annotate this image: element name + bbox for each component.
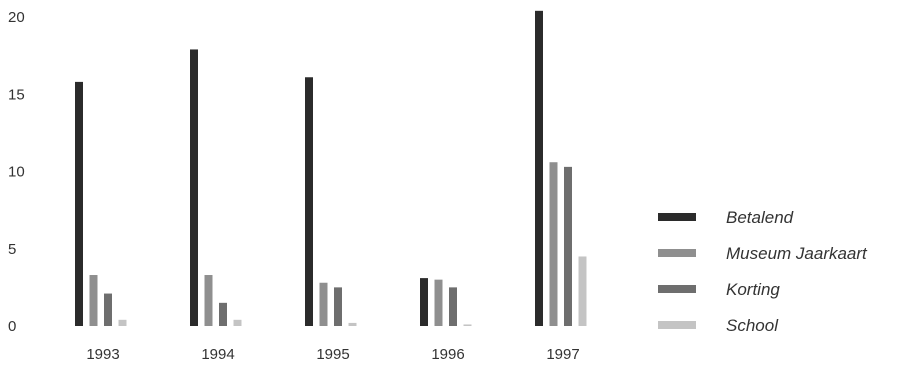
legend: Betalend Museum Jaarkaart Korting School — [658, 208, 868, 335]
y-tick-label-20: 20 — [8, 9, 25, 26]
y-tick-label-15: 15 — [8, 86, 25, 103]
legend-swatch-betalend — [658, 213, 696, 221]
legend-swatch-museum-jaarkaart — [658, 249, 696, 257]
x-tick-label-1996: 1996 — [431, 346, 464, 363]
bar-betalend-1993 — [75, 81, 83, 326]
bar-museum-jaarkaart-1993 — [89, 275, 98, 326]
bar-museum-jaarkaart-1995 — [319, 282, 328, 326]
legend-label-betalend: Betalend — [726, 208, 794, 227]
bar-betalend-1994 — [190, 49, 198, 326]
x-tick-label-1994: 1994 — [201, 346, 234, 363]
bar-korting-1994 — [219, 302, 227, 326]
bar-korting-1996 — [449, 287, 457, 326]
legend-label-korting: Korting — [726, 280, 780, 299]
bar-korting-1997 — [564, 166, 572, 326]
x-tick-label-1993: 1993 — [86, 346, 119, 363]
bar-museum-jaarkaart-1994 — [204, 275, 213, 326]
bar-school-1995 — [348, 322, 357, 326]
y-tick-label-5: 5 — [8, 241, 16, 258]
bar-school-1993 — [118, 319, 127, 326]
bars — [75, 10, 587, 326]
x-axis: 1993 1994 1995 1996 1997 — [86, 346, 579, 363]
legend-label-museum-jaarkaart: Museum Jaarkaart — [726, 244, 868, 263]
bar-school-1996 — [463, 324, 472, 326]
x-tick-label-1995: 1995 — [316, 346, 349, 363]
y-tick-label-10: 10 — [8, 164, 25, 181]
x-tick-label-1997: 1997 — [546, 346, 579, 363]
bar-korting-1995 — [334, 287, 342, 326]
bar-betalend-1996 — [420, 278, 428, 326]
bar-school-1994 — [233, 319, 242, 326]
legend-swatch-school — [658, 321, 696, 329]
bar-korting-1993 — [104, 293, 112, 326]
y-tick-label-0: 0 — [8, 318, 16, 335]
legend-label-school: School — [726, 316, 779, 335]
bar-betalend-1995 — [305, 77, 313, 326]
y-axis: 0 5 10 15 20 — [8, 9, 25, 335]
bar-museum-jaarkaart-1996 — [434, 279, 443, 326]
bar-museum-jaarkaart-1997 — [549, 162, 558, 326]
legend-swatch-korting — [658, 285, 696, 293]
bar-school-1997 — [578, 256, 587, 326]
bar-betalend-1997 — [535, 10, 543, 326]
